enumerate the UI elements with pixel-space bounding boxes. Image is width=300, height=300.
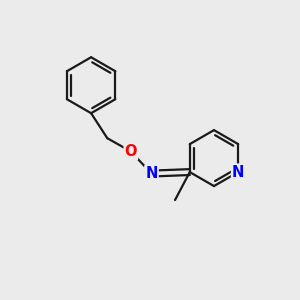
Text: N: N: [145, 166, 158, 181]
Text: O: O: [124, 144, 137, 159]
Text: N: N: [232, 165, 244, 180]
